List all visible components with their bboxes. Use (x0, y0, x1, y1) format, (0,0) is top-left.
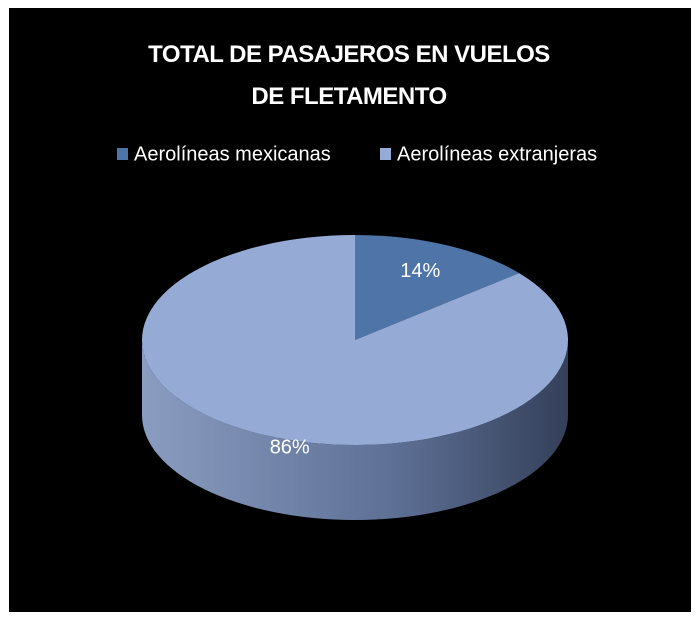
pie-slice (141, 235, 569, 445)
chart-area: TOTAL DE PASAJEROS EN VUELOS DE FLETAMEN… (9, 8, 691, 612)
data-label: 86% (270, 437, 310, 459)
pie-side (142, 340, 568, 520)
chart-title: TOTAL DE PASAJEROS EN VUELOS DE FLETAMEN… (148, 41, 550, 110)
legend-label: Aerolíneas mexicanas (134, 143, 331, 165)
legend-swatch (117, 148, 128, 160)
pie-slice (355, 235, 520, 340)
legend-swatch (380, 148, 391, 160)
chart: Aerolíneas mexicanas Aerolíneas extranjer… (117, 143, 597, 520)
data-label: 14% (400, 260, 440, 282)
legend-label: Aerolíneas extranjeras (397, 143, 597, 165)
